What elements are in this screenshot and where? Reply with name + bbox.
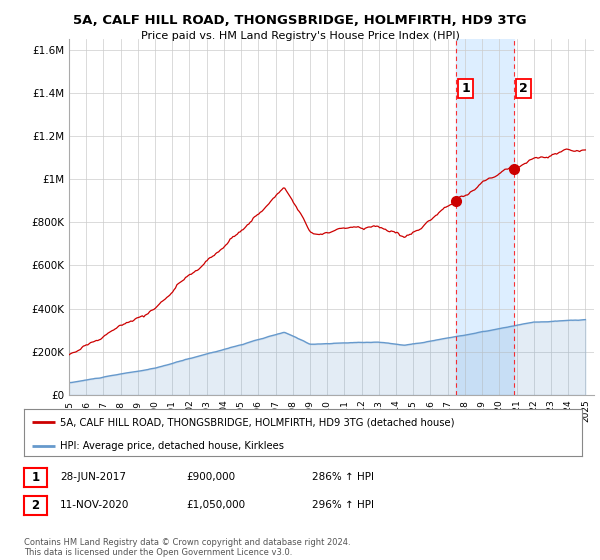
Text: 28-JUN-2017: 28-JUN-2017 — [60, 472, 126, 482]
Text: HPI: Average price, detached house, Kirklees: HPI: Average price, detached house, Kirk… — [60, 441, 284, 451]
Text: £900,000: £900,000 — [186, 472, 235, 482]
Text: 1: 1 — [31, 471, 40, 484]
Text: 1: 1 — [461, 82, 470, 95]
Text: 5A, CALF HILL ROAD, THONGSBRIDGE, HOLMFIRTH, HD9 3TG: 5A, CALF HILL ROAD, THONGSBRIDGE, HOLMFI… — [73, 14, 527, 27]
Text: 286% ↑ HPI: 286% ↑ HPI — [312, 472, 374, 482]
Text: 5A, CALF HILL ROAD, THONGSBRIDGE, HOLMFIRTH, HD9 3TG (detached house): 5A, CALF HILL ROAD, THONGSBRIDGE, HOLMFI… — [60, 417, 455, 427]
Text: £1,050,000: £1,050,000 — [186, 500, 245, 510]
Text: Price paid vs. HM Land Registry's House Price Index (HPI): Price paid vs. HM Land Registry's House … — [140, 31, 460, 41]
Text: Contains HM Land Registry data © Crown copyright and database right 2024.
This d: Contains HM Land Registry data © Crown c… — [24, 538, 350, 557]
Bar — [456, 39, 514, 395]
Text: 11-NOV-2020: 11-NOV-2020 — [60, 500, 130, 510]
Text: 2: 2 — [31, 499, 40, 512]
Text: 2: 2 — [519, 82, 528, 95]
Text: 296% ↑ HPI: 296% ↑ HPI — [312, 500, 374, 510]
